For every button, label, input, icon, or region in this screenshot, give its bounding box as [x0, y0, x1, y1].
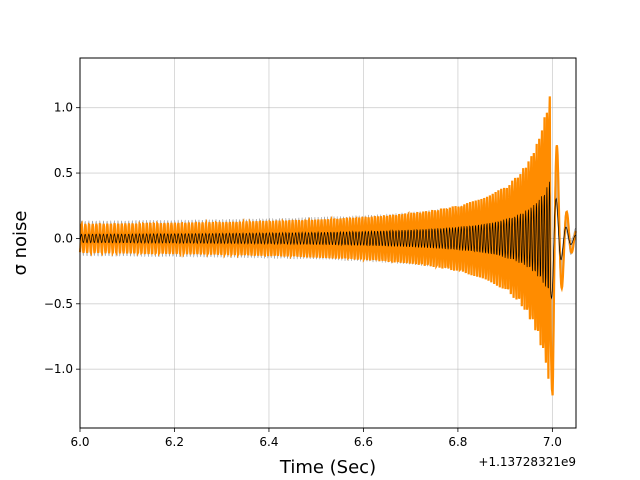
- y-tick-label: 1.0: [54, 101, 73, 115]
- y-tick-label: −1.0: [44, 362, 73, 376]
- series-layer: [78, 96, 577, 396]
- x-tick-label: 6.8: [448, 435, 467, 449]
- x-tick-label: 6.2: [165, 435, 184, 449]
- x-axis-offset-label: +1.13728321e9: [478, 455, 576, 469]
- series-line-black: [79, 181, 576, 300]
- y-axis-ticks: −1.0 −0.5 0.0 0.5 1.0: [44, 101, 80, 376]
- x-axis-label: Time (Sec): [279, 457, 376, 478]
- x-tick-label: 6.0: [70, 435, 89, 449]
- x-tick-label: 7.0: [543, 435, 562, 449]
- y-tick-label: 0.5: [54, 166, 73, 180]
- y-tick-label: 0.0: [54, 231, 73, 245]
- x-tick-label: 6.4: [259, 435, 278, 449]
- series-line-orange: [78, 96, 577, 396]
- plot-frame: [79, 57, 577, 429]
- x-tick-label: 6.6: [354, 435, 373, 449]
- x-axis-ticks: 6.0 6.2 6.4 6.6 6.8 7.0: [70, 428, 562, 449]
- y-tick-label: −0.5: [44, 297, 73, 311]
- y-axis-label: σ noise: [10, 210, 31, 275]
